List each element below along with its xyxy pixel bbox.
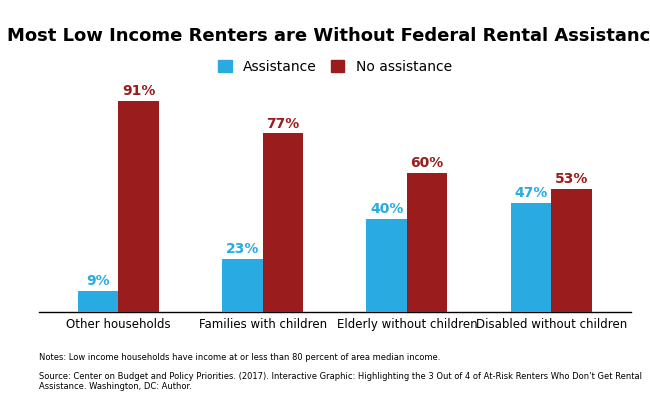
Bar bbox=[367, 219, 407, 312]
Text: Notes: Low income households have income at or less than 80 percent of area medi: Notes: Low income households have income… bbox=[39, 353, 441, 362]
Text: 60%: 60% bbox=[410, 156, 444, 170]
Text: 53%: 53% bbox=[554, 172, 588, 186]
Text: 47%: 47% bbox=[514, 186, 548, 200]
Bar bbox=[407, 173, 447, 312]
Legend: Assistance, No assistance: Assistance, No assistance bbox=[213, 54, 457, 80]
Text: 9%: 9% bbox=[86, 274, 110, 288]
Bar bbox=[78, 291, 118, 312]
Bar bbox=[118, 101, 159, 312]
Bar bbox=[263, 133, 303, 312]
Text: 91%: 91% bbox=[122, 84, 155, 98]
Text: 23%: 23% bbox=[226, 242, 259, 256]
Text: Source: Center on Budget and Policy Priorities. (2017). Interactive Graphic: Hig: Source: Center on Budget and Policy Prio… bbox=[39, 372, 642, 391]
Bar bbox=[511, 203, 551, 312]
Text: 77%: 77% bbox=[266, 116, 300, 130]
Bar bbox=[222, 259, 263, 312]
Title: Most Low Income Renters are Without Federal Rental Assistance: Most Low Income Renters are Without Fede… bbox=[7, 27, 650, 45]
Bar bbox=[551, 189, 592, 312]
Text: 40%: 40% bbox=[370, 202, 404, 216]
